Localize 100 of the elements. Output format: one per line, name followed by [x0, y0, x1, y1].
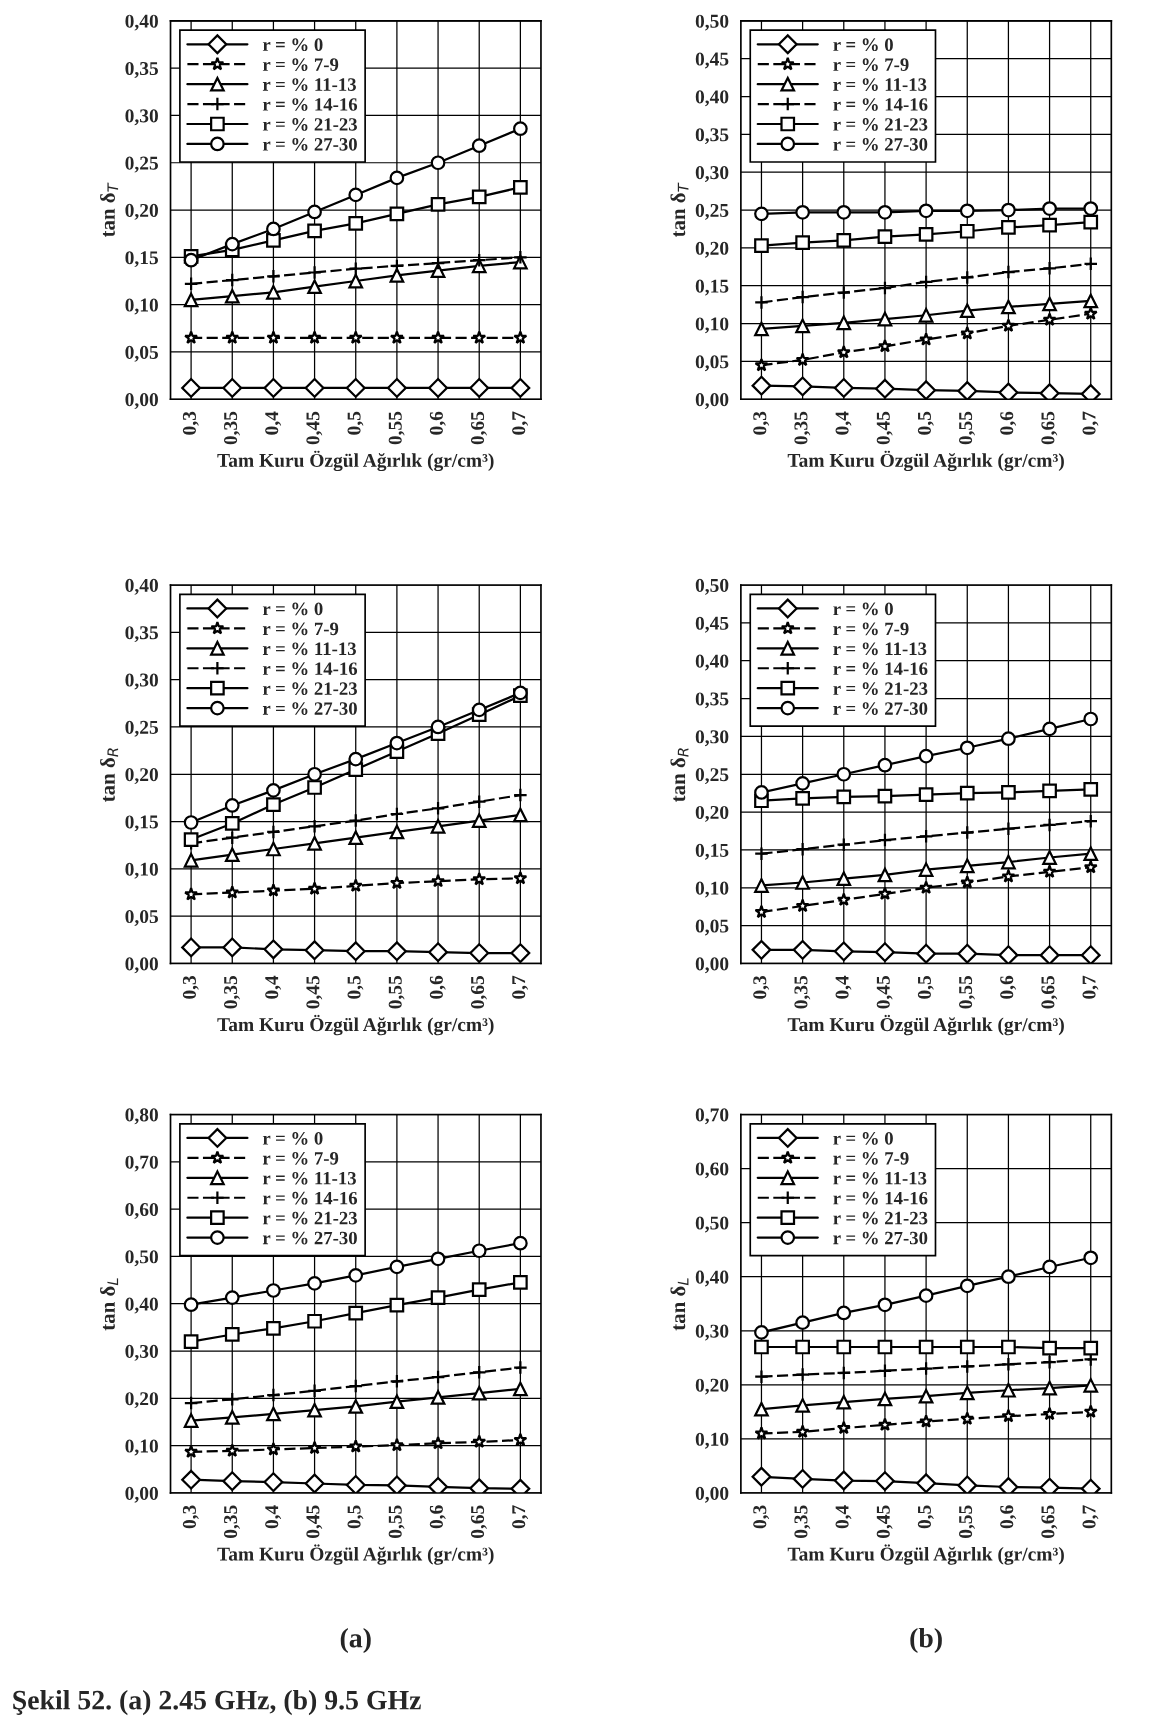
legend-label: r = % 14-16	[833, 98, 928, 111]
x-tick-label: 0,55	[388, 976, 405, 1009]
x-tick-label: 0,45	[876, 976, 893, 1009]
y-tick-label: 0,05	[125, 909, 158, 926]
y-tick-label: 0,25	[695, 203, 729, 220]
y-tick-label: 0,00	[125, 393, 158, 410]
y-tick-label: 0,20	[125, 1392, 158, 1409]
x-tick-label: 0,35	[224, 1505, 240, 1539]
x-tick-label: 0,65	[470, 1505, 487, 1539]
x-tick-label: 0,5	[347, 976, 364, 999]
x-tick-label: 0,4	[835, 1505, 852, 1529]
x-tick-label: 0,45	[876, 411, 893, 445]
y-tick-label: 0,50	[695, 578, 729, 595]
legend-label: r = % 27-30	[833, 138, 928, 151]
y-axis-title: tan δ$_{L}$	[670, 1278, 689, 1331]
x-tick-label: 0,7	[512, 975, 529, 999]
y-tick-label: 0,40	[125, 578, 158, 595]
y-tick-label: 0,60	[125, 1202, 158, 1219]
x-tick-label: 0,55	[959, 1505, 975, 1539]
y-tick-label: 0,35	[125, 61, 158, 78]
y-tick-label: 0,15	[125, 251, 158, 268]
y-tick-label: 0,30	[125, 109, 158, 126]
x-tick-label: 0,35	[224, 976, 240, 1009]
legend-label: r = % 0	[262, 602, 323, 616]
y-axis-title: tan δ$_{T}$	[100, 182, 119, 238]
x-tick-label: 0,3	[182, 975, 199, 999]
x-tick-label: 0,6	[1000, 1505, 1017, 1529]
y-tick-label: 0,80	[125, 1108, 158, 1125]
x-tick-label: 0,6	[1000, 975, 1017, 999]
y-tick-label: 0,70	[695, 1108, 729, 1125]
y-axis-title: tan δ$_{R}$	[100, 748, 119, 802]
x-tick-label: 0,45	[876, 1505, 893, 1539]
legend-label: r = % 27-30	[833, 702, 928, 715]
x-tick-label: 0,7	[512, 1505, 529, 1529]
legend-label: r = % 0	[833, 38, 893, 52]
x-tick-label: 0,4	[265, 411, 282, 435]
legend-label: r = % 11-13	[262, 78, 356, 91]
x-tick-label: 0,3	[753, 975, 770, 999]
legend-label: r = % 14-16	[262, 1191, 358, 1205]
x-tick-label: 0,5	[347, 1505, 364, 1529]
x-tick-label: 0,45	[306, 976, 323, 1009]
y-tick-label: 0,20	[125, 768, 158, 785]
x-tick-label: 0,6	[429, 1505, 446, 1529]
y-tick-label: 0,10	[125, 1439, 158, 1456]
legend-label: r = % 7-9	[833, 58, 909, 72]
y-tick-label: 0,00	[695, 1486, 729, 1503]
y-tick-label: 0,05	[695, 355, 729, 372]
y-tick-label: 0,00	[695, 957, 729, 974]
legend-label: r = % 21-23	[262, 1211, 357, 1225]
y-tick-label: 0,30	[695, 730, 729, 747]
legend-label: r = % 7-9	[262, 1151, 339, 1165]
text: (a)	[340, 1627, 371, 1654]
y-tick-label: 0,30	[695, 1324, 729, 1341]
y-tick-label: 0,05	[695, 919, 729, 936]
x-tick-label: 0,5	[347, 411, 364, 435]
x-tick-label: 0,3	[753, 1505, 770, 1529]
x-axis-title: Tam Kuru Özgül Ağırlık (gr/cm³)	[217, 450, 494, 472]
y-tick-label: 0,20	[695, 241, 729, 258]
legend-label: r = % 27-30	[262, 138, 357, 151]
legend-label: r = % 14-16	[262, 98, 358, 111]
x-tick-label: 0,4	[265, 975, 282, 999]
y-tick-label: 0,05	[125, 345, 158, 362]
legend-label: r = % 14-16	[833, 662, 928, 676]
x-tick-label: 0,5	[917, 411, 934, 435]
y-tick-label: 0,10	[695, 881, 729, 898]
x-tick-label: 0,4	[835, 975, 852, 999]
text: Şekil 52. (a) 2.45 GHz, (b) 9.5 GHz	[13, 1689, 421, 1716]
y-tick-label: 0,45	[695, 52, 729, 69]
y-tick-label: 0,25	[125, 156, 158, 173]
x-tick-label: 0,65	[470, 411, 487, 445]
y-tick-label: 0,10	[695, 1432, 729, 1449]
legend-label: r = % 21-23	[833, 118, 928, 131]
legend-label: r = % 21-23	[262, 682, 357, 695]
y-tick-label: 0,35	[695, 128, 729, 145]
legend-label: r = % 0	[833, 1132, 893, 1145]
x-tick-label: 0,7	[512, 411, 529, 435]
x-tick-label: 0,4	[265, 1505, 282, 1529]
x-tick-label: 0,3	[753, 411, 770, 435]
legend-label: r = % 11-13	[833, 642, 927, 656]
y-tick-label: 0,10	[125, 862, 158, 879]
x-tick-label: 0,6	[429, 975, 446, 999]
x-tick-label: 0,55	[959, 411, 975, 445]
x-tick-label: 0,7	[1082, 975, 1099, 999]
legend-label: r = % 27-30	[833, 1231, 928, 1245]
y-tick-label: 0,20	[125, 203, 158, 220]
y-tick-label: 0,20	[695, 805, 729, 822]
x-axis-title: Tam Kuru Özgül Ağırlık (gr/cm³)	[217, 1544, 494, 1565]
y-tick-label: 0,30	[125, 673, 158, 690]
y-tick-label: 0,30	[695, 166, 729, 182]
y-tick-label: 0,35	[695, 692, 729, 709]
y-tick-label: 0,60	[695, 1162, 729, 1179]
x-tick-label: 0,65	[1041, 1505, 1058, 1539]
x-tick-label: 0,35	[794, 976, 811, 1009]
legend-label: r = % 11-13	[262, 642, 356, 656]
legend-label: r = % 11-13	[833, 78, 927, 91]
y-tick-label: 0,70	[125, 1155, 158, 1172]
x-tick-label: 0,65	[470, 976, 487, 1009]
x-axis-title: Tam Kuru Özgül Ağırlık (gr/cm³)	[787, 1544, 1064, 1565]
legend-label: r = % 7-9	[833, 1151, 909, 1165]
x-tick-label: 0,6	[429, 411, 446, 435]
